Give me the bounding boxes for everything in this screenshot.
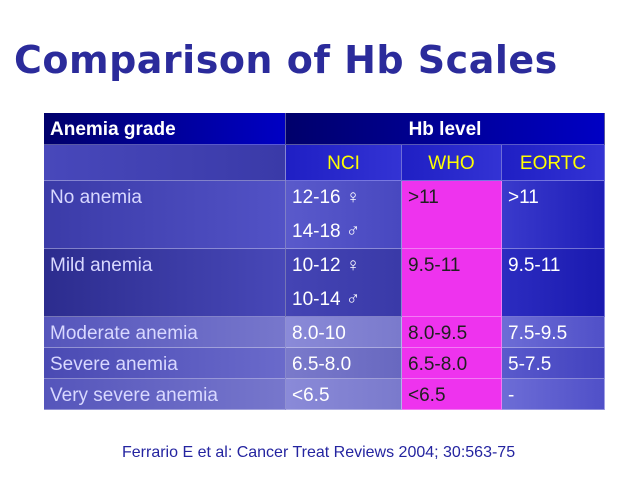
reference-citation: Ferrario E et al: Cancer Treat Reviews 2…: [122, 444, 516, 461]
scale-label-who: WHO: [402, 145, 502, 181]
scale-label-nci: NCI: [286, 145, 402, 181]
nci-moderate-anemia: 8.0-10: [286, 317, 402, 348]
page-title: Comparison of Hb Scales: [14, 38, 558, 82]
nci-value-female: 12-16 ♀: [292, 187, 361, 208]
who-severe-anemia: 6.5-8.0: [402, 348, 502, 379]
grade-severe-anemia: Severe anemia: [44, 348, 286, 379]
nci-value-male: 14-18 ♂: [292, 221, 361, 242]
header-hb-level: Hb level: [286, 113, 605, 145]
nci-value-male: 10-14 ♂: [292, 289, 361, 310]
subheader-empty-cell: [44, 145, 286, 181]
nci-mild-anemia: 10-12 ♀ 10-14 ♂: [286, 249, 402, 317]
grade-moderate-anemia: Moderate anemia: [44, 317, 286, 348]
nci-severe-anemia: 6.5-8.0: [286, 348, 402, 379]
who-very-severe-anemia: <6.5: [402, 379, 502, 410]
who-mild-anemia: 9.5-11: [402, 249, 502, 317]
nci-value-female: 10-12 ♀: [292, 255, 361, 276]
hb-scales-table: Anemia grade Hb level NCI WHO EORTC No a…: [44, 113, 605, 440]
grade-no-anemia: No anemia: [44, 181, 286, 249]
eortc-very-severe-anemia: -: [502, 379, 605, 410]
nci-very-severe-anemia: <6.5: [286, 379, 402, 410]
eortc-no-anemia: >11: [502, 181, 605, 249]
who-moderate-anemia: 8.0-9.5: [402, 317, 502, 348]
header-anemia-grade: Anemia grade: [44, 113, 286, 145]
eortc-moderate-anemia: 7.5-9.5: [502, 317, 605, 348]
scale-label-eortc: EORTC: [502, 145, 605, 181]
grade-very-severe-anemia: Very severe anemia: [44, 379, 286, 410]
eortc-mild-anemia: 9.5-11: [502, 249, 605, 317]
eortc-severe-anemia: 5-7.5: [502, 348, 605, 379]
grade-mild-anemia: Mild anemia: [44, 249, 286, 317]
who-no-anemia: >11: [402, 181, 502, 249]
nci-no-anemia: 12-16 ♀ 14-18 ♂: [286, 181, 402, 249]
